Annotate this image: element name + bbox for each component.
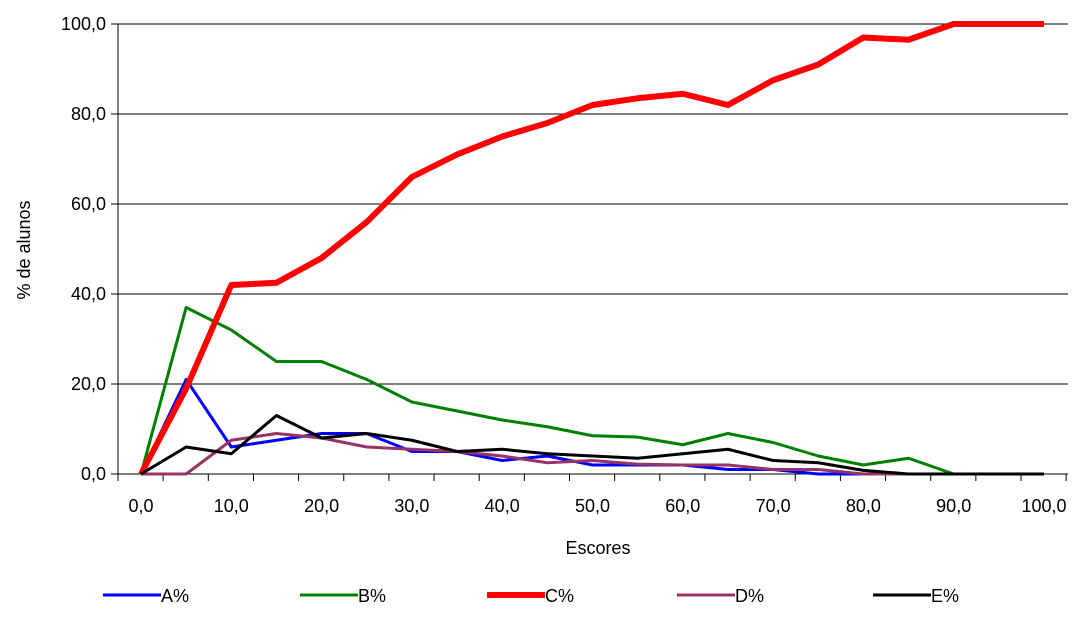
- legend-label: C%: [545, 586, 574, 606]
- x-tick-label: 60,0: [665, 496, 700, 516]
- y-tick-label: 80,0: [71, 104, 106, 124]
- series-line-e: [140, 414, 1044, 476]
- y-tick-label: 100,0: [61, 14, 106, 34]
- legend: A% B% C% D% E%: [103, 586, 959, 606]
- x-tick-label: 30,0: [394, 496, 429, 516]
- x-tick-label: 100,0: [1021, 496, 1066, 516]
- series-line-b: [139, 306, 1044, 476]
- x-tick-label: 0,0: [128, 496, 153, 516]
- legend-label: A%: [161, 586, 189, 606]
- x-tick-label: 50,0: [575, 496, 610, 516]
- x-tick-label: 90,0: [936, 496, 971, 516]
- legend-label: D%: [735, 586, 764, 606]
- y-tick-label: 60,0: [71, 194, 106, 214]
- gridlines: [118, 23, 1068, 385]
- x-tick-label: 70,0: [756, 496, 791, 516]
- series-lines: [138, 21, 1044, 476]
- y-tick-labels: 0,0 20,0 40,0 60,0 80,0 100,0: [61, 14, 106, 484]
- axes: [111, 23, 1068, 481]
- y-axis-title: % de alunos: [14, 200, 34, 299]
- x-axis-title: Escores: [565, 538, 630, 558]
- y-tick-label: 0,0: [81, 464, 106, 484]
- x-tick-label: 40,0: [485, 496, 520, 516]
- x-tick-label: 10,0: [214, 496, 249, 516]
- x-tick-label: 80,0: [846, 496, 881, 516]
- legend-label: B%: [358, 586, 386, 606]
- x-tick-labels: 0,0 10,0 20,0 30,0 40,0 50,0 60,0 70,0 80,0 90,0 1…: [128, 496, 1066, 516]
- legend-label: E%: [931, 586, 959, 606]
- x-tick-label: 20,0: [304, 496, 339, 516]
- y-tick-label: 40,0: [71, 284, 106, 304]
- series-line-c: [138, 21, 1044, 476]
- y-tick-label: 20,0: [71, 374, 106, 394]
